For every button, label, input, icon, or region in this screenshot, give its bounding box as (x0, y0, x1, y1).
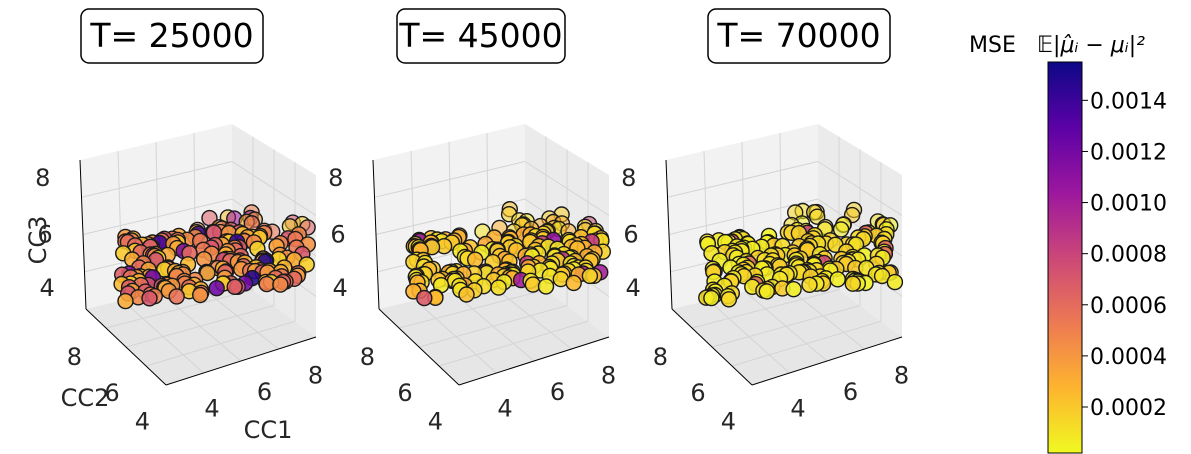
colorbar-tick-label: 0.0004 (1090, 345, 1167, 370)
scatter-point (458, 286, 475, 303)
panel-title: T= 25000 (89, 16, 253, 55)
scatter-point (537, 278, 555, 295)
colorbar: MSE 𝔼|μ̂ᵢ − μᵢ|² 0.00020.00040.00060.000… (969, 33, 1167, 454)
gridline (731, 320, 882, 367)
scatter-point (829, 271, 846, 288)
scatter-point (258, 275, 275, 293)
colorbar-bar (1047, 61, 1083, 454)
y-axis-line (671, 308, 753, 386)
z-tick-label: 8 (35, 164, 50, 192)
x-tick-label: 6 (843, 378, 858, 406)
scatter-point (117, 292, 134, 310)
x-tick-label: 4 (790, 395, 805, 423)
z-axis-line (79, 159, 87, 310)
scatter-points (698, 201, 904, 308)
scatter-point (844, 275, 861, 292)
colorbar-label-math: 𝔼|μ̂ᵢ − μᵢ|² (1037, 33, 1145, 58)
y-axis-line (378, 308, 460, 386)
panel-title-box: T= 25000 (80, 8, 264, 64)
x-tick-label: 4 (204, 395, 219, 423)
panel-title-box: T= 70000 (707, 8, 891, 64)
gridline (744, 291, 828, 362)
x-axis-line (165, 336, 317, 386)
z-axis-line (372, 159, 380, 310)
zaxis-label: CC3 (24, 216, 52, 265)
scatter-point (581, 267, 599, 285)
scatter-point (886, 273, 904, 291)
y-tick-label: 8 (653, 343, 668, 371)
x-axis-line (458, 336, 610, 386)
x-tick-label: 8 (894, 361, 909, 389)
z-tick-label: 8 (621, 164, 636, 192)
scatter-point (226, 278, 243, 295)
gridline (451, 291, 535, 362)
colorbar-tick-label: 0.0006 (1090, 294, 1167, 319)
x-tick-label: 8 (308, 361, 323, 389)
scatter-points (405, 200, 611, 307)
gridline (145, 320, 296, 367)
y-tick-label: 4 (428, 408, 443, 436)
y-tick-label: 8 (360, 343, 375, 371)
z-tick-label: 6 (37, 221, 52, 249)
z-tick-label: 8 (328, 164, 343, 192)
scatter-point (416, 289, 433, 307)
y-axis-line (85, 308, 167, 386)
scatter-point (703, 289, 720, 307)
colorbar-tick-label: 0.0002 (1090, 396, 1167, 421)
scatter-point (490, 279, 507, 296)
z-axis-line (665, 159, 673, 310)
scatter-point (758, 283, 775, 300)
y-tick-label: 4 (135, 408, 150, 436)
scatter-point (832, 221, 850, 238)
x-tick-label: 6 (257, 378, 272, 406)
gridline (438, 320, 589, 367)
y-tick-label: 6 (690, 379, 705, 407)
z-tick-label: 6 (623, 221, 638, 249)
panel-title: T= 45000 (398, 16, 562, 55)
scatter-point (191, 286, 209, 304)
scatter-point (785, 281, 802, 298)
y-tick-label: 4 (721, 408, 736, 436)
scatter-point (720, 291, 738, 308)
colorbar-label-prefix: MSE (969, 33, 1016, 58)
scatter-points (113, 204, 316, 310)
scatter-point (208, 280, 225, 297)
z-tick-label: 6 (330, 221, 345, 249)
y-tick-label: 6 (104, 379, 119, 407)
scatter-point (199, 264, 216, 282)
yaxis-label: CC2 (61, 384, 110, 412)
z-tick-label: 4 (626, 274, 641, 302)
scatter-point (141, 290, 158, 307)
y-tick-label: 6 (397, 379, 412, 407)
panel-title: T= 70000 (716, 16, 880, 55)
scatter-point (801, 276, 818, 293)
panel-title-box: T= 45000 (396, 8, 566, 64)
z-tick-label: 4 (40, 274, 55, 302)
colorbar-tick-label: 0.0008 (1090, 243, 1167, 268)
x-tick-label: 8 (601, 361, 616, 389)
colorbar-ticks: 0.0002 0.0004 0.0006 0.0008 0.0010 0.0012 0.00… (1082, 89, 1167, 421)
xaxis-label: CC1 (244, 416, 293, 444)
scatter-point (467, 251, 484, 268)
x-axis-line (751, 336, 903, 386)
x-tick-label: 4 (497, 395, 512, 423)
z-tick-label: 4 (333, 274, 348, 302)
scatter-point (168, 288, 185, 305)
colorbar-tick-label: 0.0012 (1090, 140, 1167, 165)
scatter-point (565, 274, 582, 292)
colorbar-tick-label: 0.0010 (1090, 192, 1167, 217)
colorbar-tick-label: 0.0014 (1090, 89, 1167, 114)
scatter-point (272, 276, 289, 293)
x-tick-label: 6 (550, 378, 565, 406)
y-tick-label: 8 (67, 343, 82, 371)
